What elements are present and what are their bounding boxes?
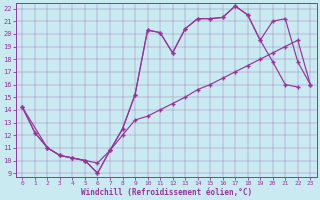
X-axis label: Windchill (Refroidissement éolien,°C): Windchill (Refroidissement éolien,°C) xyxy=(81,188,252,197)
